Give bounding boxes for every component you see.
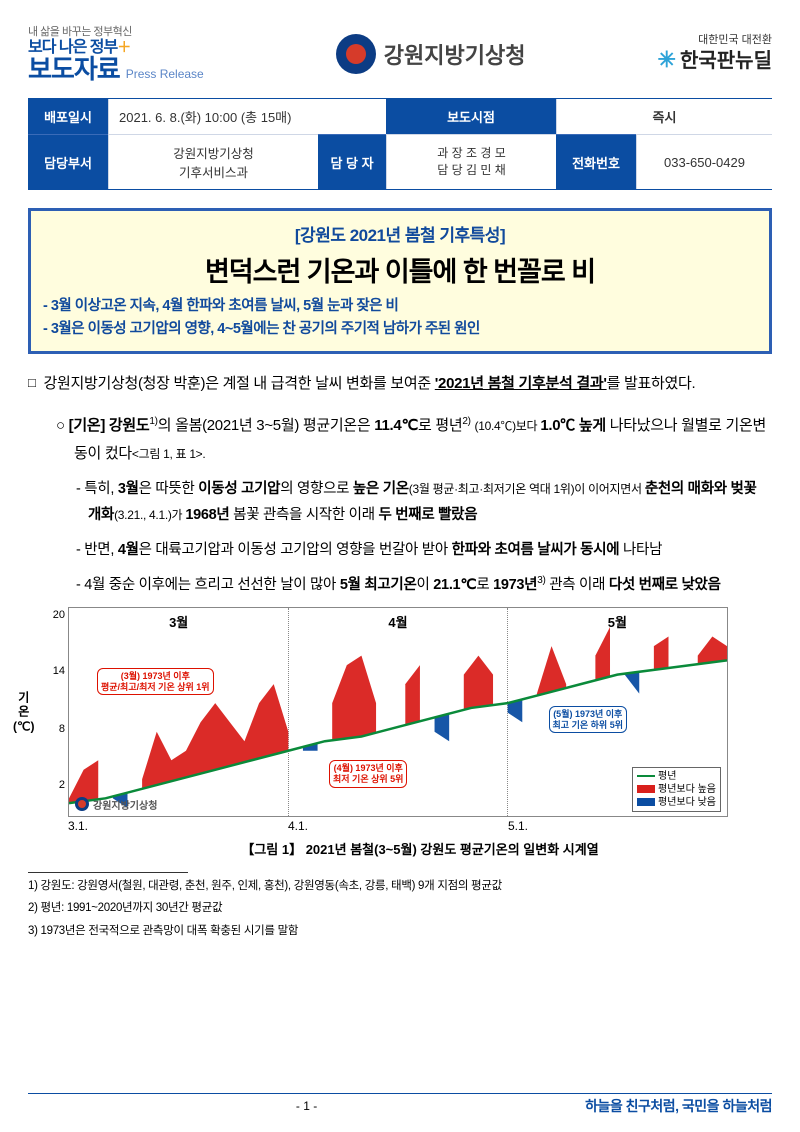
agency-name: 강원지방기상청 xyxy=(384,38,526,70)
temp-timeseries-chart: 3월 4월 5월 기 온 (℃) 2 8 14 20 (3월) 1973년 이후… xyxy=(68,607,728,817)
newdeal-star-icon xyxy=(658,47,676,73)
value-dept: 강원지방기상청 기후서비스과 xyxy=(108,134,318,189)
value-dist-date: 2021. 6. 8.(화) 10:00 (총 15매) xyxy=(108,99,386,134)
kma-mini-icon xyxy=(75,797,89,811)
title-box: [강원도 2021년 봄철 기후특성] 변덕스런 기온과 이틀에 한 번꼴로 비… xyxy=(28,208,772,354)
legend-label: 평년 xyxy=(658,770,676,783)
press-release-title: 보도자료 Press Release xyxy=(28,56,204,82)
figure-1: 3월 4월 5월 기 온 (℃) 2 8 14 20 (3월) 1973년 이후… xyxy=(68,607,772,858)
label-contact: 담 당 자 xyxy=(318,134,386,189)
y-tick: 2 xyxy=(59,779,65,791)
footnote-3: 3) 1973년은 전국적으로 관측망이 대폭 확충된 시기를 말함 xyxy=(28,922,772,940)
title-subtitle: - 3월 이상고온 지속, 4월 한파와 초여름 날씨, 5월 눈과 잦은 비 … xyxy=(43,295,757,341)
label-phone: 전화번호 xyxy=(556,134,636,189)
title-main: 변덕스런 기온과 이틀에 한 번꼴로 비 xyxy=(43,250,757,289)
callout-may: (5월) 1973년 이후 최고 기온 하위 5위 xyxy=(549,706,627,734)
y-axis: 2 8 14 20 xyxy=(27,608,67,816)
label-dist-date: 배포일시 xyxy=(28,99,108,134)
square-bullet-icon: □ xyxy=(28,375,36,390)
gov-slogan-small: 내 삶을 바꾸는 정부혁신 xyxy=(28,27,204,38)
press-release-logo: 내 삶을 바꾸는 정부혁신 보다 나은 정부＋ 보도자료 Press Relea… xyxy=(28,27,204,82)
footer-rule xyxy=(28,1093,772,1094)
chart-source-logo: 강원지방기상청 xyxy=(75,797,157,812)
title-sub-line1: - 3월 이상고온 지속, 4월 한파와 초여름 날씨, 5월 눈과 잦은 비 xyxy=(43,295,757,318)
title-supertitle: [강원도 2021년 봄철 기후특성] xyxy=(43,221,757,246)
label-release-time: 보도시점 xyxy=(386,99,556,134)
newdeal-logo: 대한민국 대전환 한국판뉴딜 xyxy=(658,34,772,74)
figure-caption: 【그림 1】 2021년 봄철(3~5월) 강원도 평균기온의 일변화 시계열 xyxy=(68,839,772,858)
footnote-separator xyxy=(28,872,188,873)
chart-legend: 평년 평년보다 높음 평년보다 낮음 xyxy=(632,767,721,812)
x-tick: 5.1. xyxy=(508,819,528,833)
x-tick: 3.1. xyxy=(68,819,88,833)
intro-paragraph: □ 강원지방기상청(청장 박훈)은 계절 내 급격한 날씨 변화를 보여준 '2… xyxy=(28,370,772,398)
y-tick: 20 xyxy=(53,609,65,621)
x-tick: 4.1. xyxy=(288,819,308,833)
value-phone: 033-650-0429 xyxy=(636,134,772,189)
callout-march: (3월) 1973년 이후 평균/최고/최저 기온 상위 1위 xyxy=(97,668,214,696)
footnote-1: 1) 강원도: 강원영서(철원, 대관령, 춘천, 원주, 인제, 홍천), 강… xyxy=(28,877,772,895)
info-table: 배포일시 2021. 6. 8.(화) 10:00 (총 15매) 보도시점 즉… xyxy=(28,98,772,190)
legend-label: 평년보다 높음 xyxy=(658,783,716,796)
page-number: - 1 - xyxy=(296,1099,317,1113)
page-header: 내 삶을 바꾸는 정부혁신 보다 나은 정부＋ 보도자료 Press Relea… xyxy=(28,18,772,90)
label-dept: 담당부서 xyxy=(28,134,108,189)
value-contact: 과 장 조 경 모 담 당 김 민 채 xyxy=(386,134,556,189)
march-detail-item: - 특히, 3월은 따뜻한 이동성 고기압의 영향으로 높은 기온(3월 평균·… xyxy=(76,476,772,530)
newdeal-text: 한국판뉴딜 xyxy=(680,49,772,73)
y-tick: 14 xyxy=(53,665,65,677)
body-content: □ 강원지방기상청(청장 박훈)은 계절 내 급격한 날씨 변화를 보여준 '2… xyxy=(28,370,772,599)
may-detail-item: - 4월 중순 이후에는 흐리고 선선한 날이 많아 5월 최고기온이 21.1… xyxy=(76,572,772,599)
callout-april: (4월) 1973년 이후 최저 기온 상위 5위 xyxy=(329,760,407,788)
kma-logo-icon xyxy=(336,34,376,74)
page-footer: - 1 - 하늘을 친구처럼, 국민을 하늘처럼 xyxy=(0,1096,800,1116)
title-sub-line2: - 3월은 이동성 고기압의 영향, 4~5월에는 찬 공기의 주기적 남하가 … xyxy=(43,318,757,341)
x-axis-labels: 3.1. 4.1. 5.1. xyxy=(68,819,728,833)
newdeal-small: 대한민국 대전환 xyxy=(698,34,772,47)
footer-slogan: 하늘을 친구처럼, 국민을 하늘처럼 xyxy=(585,1096,772,1116)
y-tick: 8 xyxy=(59,723,65,735)
agency-logo: 강원지방기상청 xyxy=(336,34,526,74)
value-release-time: 즉시 xyxy=(556,99,772,134)
april-detail-item: - 반면, 4월은 대륙고기압과 이동성 고기압의 영향을 번갈아 받아 한파와… xyxy=(76,537,772,564)
footnote-2: 2) 평년: 1991~2020년까지 30년간 평균값 xyxy=(28,899,772,917)
legend-label: 평년보다 낮음 xyxy=(658,796,716,809)
temp-summary-item: ○ [기온] 강원도1)의 올봄(2021년 3~5월) 평균기온은 11.4℃… xyxy=(56,412,772,468)
